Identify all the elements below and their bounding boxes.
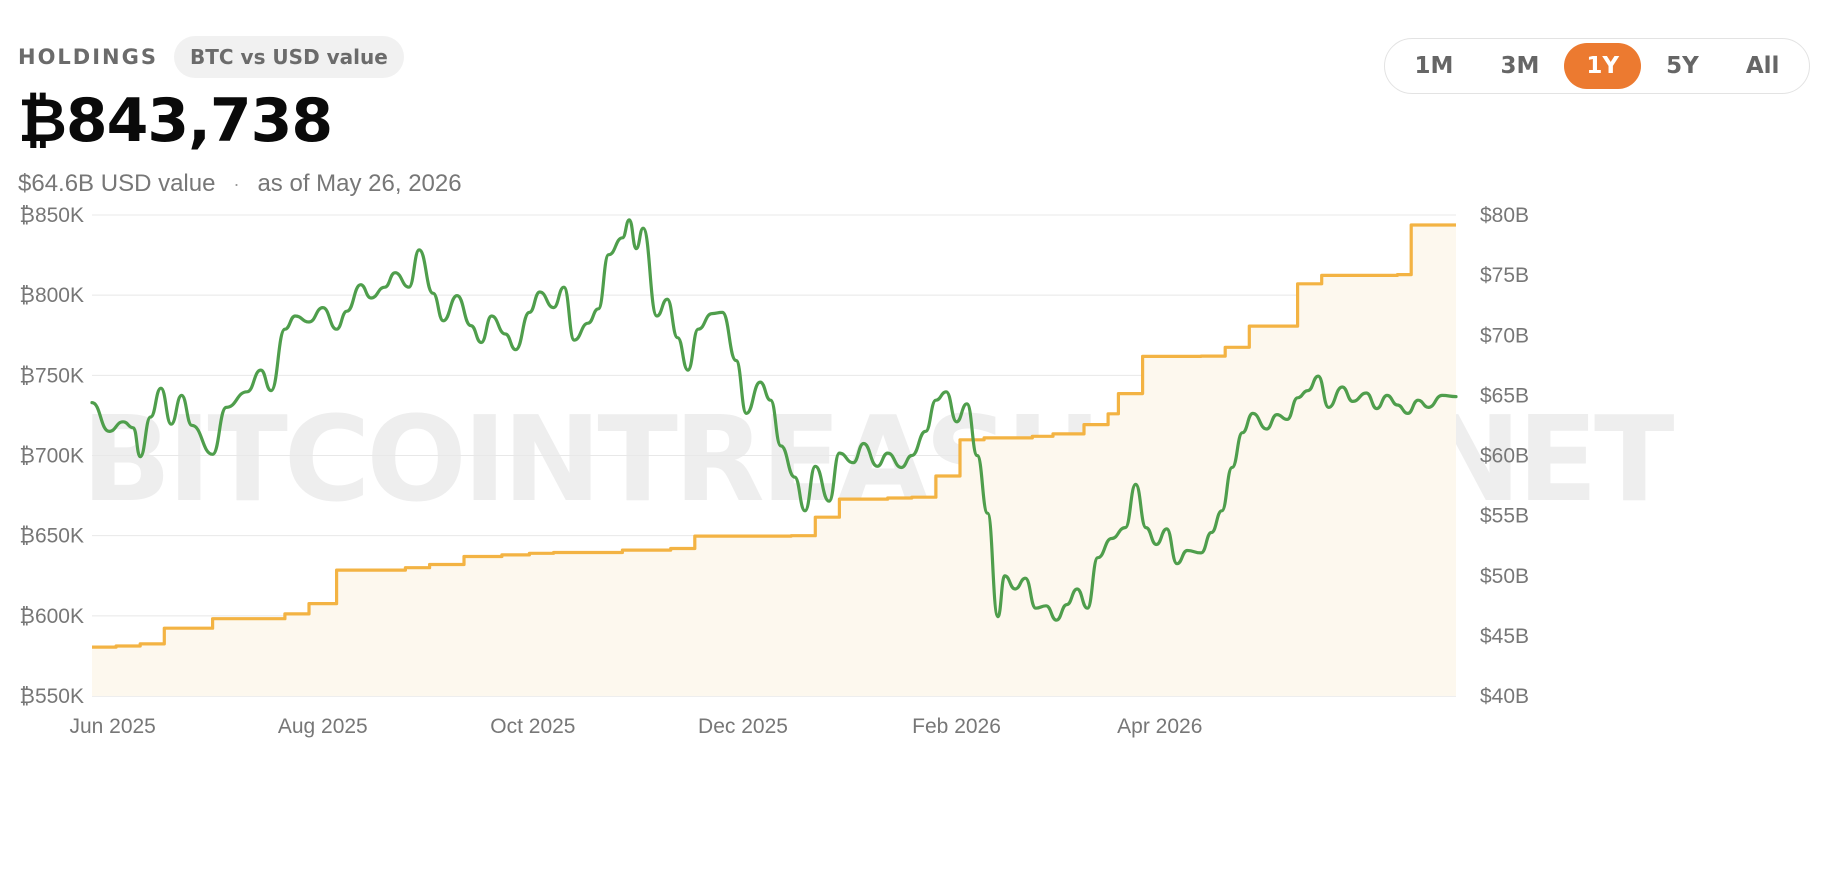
y-left-tick-label: ₿750K (19, 364, 84, 387)
value-subtitle: $64.6B USD value · as of May 26, 2026 (18, 170, 462, 198)
y-right-tick-label: $80B (1480, 204, 1529, 227)
range-all-button[interactable]: All (1745, 53, 1780, 79)
x-tick-label: Apr 2026 (1117, 715, 1202, 738)
comparison-badge: BTC vs USD value (174, 36, 404, 78)
y-right-tick-label: $75B (1480, 264, 1529, 287)
x-tick-label: Aug 2025 (278, 715, 368, 738)
x-tick-label: Oct 2025 (490, 715, 575, 738)
as-of-date: as of May 26, 2026 (257, 170, 462, 197)
y-right-tick-label: $65B (1480, 384, 1529, 407)
holdings-label: HOLDINGS (18, 45, 158, 69)
range-1y-button[interactable]: 1Y (1564, 43, 1642, 89)
usd-value-series (90, 218, 1458, 622)
y-left-tick-label: ₿650K (19, 525, 84, 548)
btc-holdings-series (92, 223, 1456, 696)
x-axis: Jun 2025 Aug 2025 Oct 2025 Dec 2025 Feb 2026… (69, 715, 1202, 738)
holdings-header: HOLDINGS BTC vs USD value ₿843,738 $64.6… (18, 36, 462, 198)
x-tick-label: Feb 2026 (912, 715, 1001, 738)
btc-holdings-area (92, 225, 1456, 696)
time-range-selector: 1M 3M 1Y 5Y All (1384, 38, 1810, 94)
y-right-tick-label: $40B (1480, 685, 1529, 708)
x-tick-label: Jun 2025 (69, 715, 155, 738)
range-1m-button[interactable]: 1M (1414, 53, 1454, 79)
range-3m-button[interactable]: 3M (1500, 53, 1540, 79)
y-left-tick-label: ₿600K (19, 605, 84, 628)
y-right-tick-label: $50B (1480, 565, 1529, 588)
btc-holdings-line (92, 223, 1456, 649)
y-axis-left: ₿850K ₿800K ₿750K ₿700K ₿650K ₿600K ₿550K (19, 204, 84, 708)
y-left-tick-label: ₿800K (19, 284, 84, 307)
y-right-tick-label: $45B (1480, 625, 1529, 648)
y-left-tick-label: ₿700K (19, 445, 84, 468)
holdings-label-row: HOLDINGS BTC vs USD value (18, 36, 462, 78)
btc-holdings-value: ₿843,738 (18, 86, 333, 156)
y-left-tick-label: ₿550K (19, 685, 84, 708)
y-right-tick-label: $70B (1480, 324, 1529, 347)
y-right-tick-label: $55B (1480, 505, 1529, 528)
range-5y-button[interactable]: 5Y (1666, 53, 1699, 79)
y-axis-right: $80B $75B $70B $65B $60B $55B $50B $45B $40B (1480, 204, 1529, 708)
separator-dot: · (233, 173, 240, 194)
usd-value: $64.6B USD value (18, 170, 216, 197)
x-tick-label: Dec 2025 (698, 715, 788, 738)
usd-value-line (90, 218, 1458, 622)
y-left-tick-label: ₿850K (19, 204, 84, 227)
y-right-tick-label: $60B (1480, 445, 1529, 468)
